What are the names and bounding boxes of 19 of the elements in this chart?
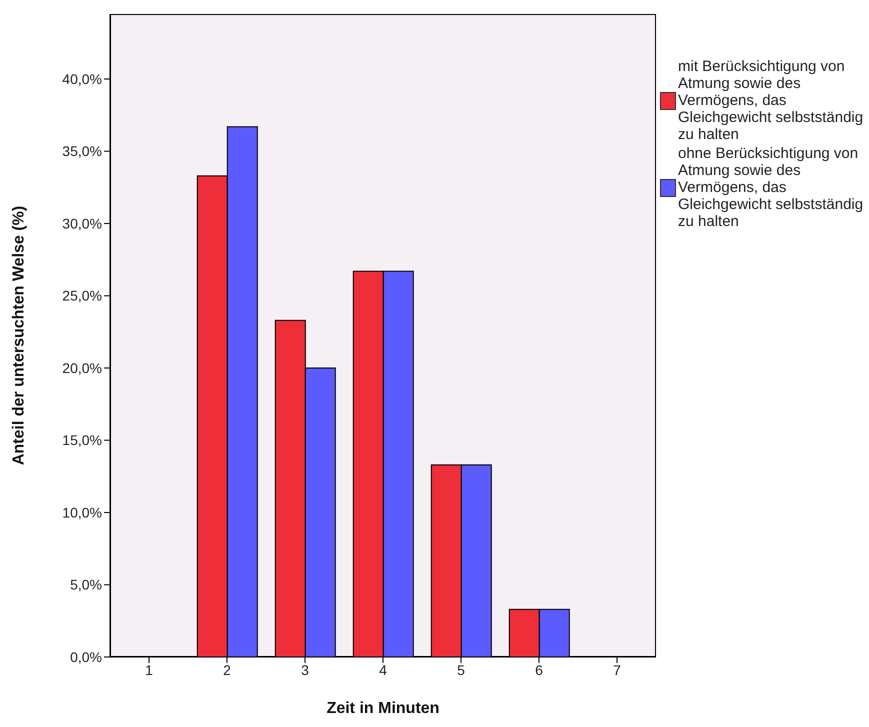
- y-axis-title: Anteil der untersuchten Welse (%): [10, 206, 28, 466]
- y-tick-label: 25,0%: [62, 288, 102, 304]
- x-tick-label: 7: [613, 662, 622, 678]
- x-tick-label: 3: [301, 662, 310, 678]
- x-tick-label: 6: [535, 662, 544, 678]
- x-axis-title: Zeit in Minuten: [326, 700, 440, 717]
- y-tick-label: 40,0%: [62, 70, 102, 87]
- y-tick-label: 10,0%: [62, 504, 102, 520]
- y-tick-label: 30,0%: [62, 215, 102, 232]
- y-tick-label: 5,0%: [70, 576, 102, 593]
- y-tick-label: 15,0%: [62, 432, 102, 448]
- x-tick-label: 4: [379, 662, 388, 678]
- legend-label: ohne Berücksichtigung von Atmung sowie des Vermögens, das Gleichgewicht selbstständig zu halten: [678, 145, 864, 230]
- y-tick-label: 20,0%: [62, 360, 102, 376]
- y-tick-label: 0,0%: [70, 648, 102, 665]
- y-tick-label: 35,0%: [62, 143, 102, 160]
- x-tick-label: 1: [145, 662, 154, 678]
- x-tick-label: 5: [457, 662, 466, 678]
- x-tick-label: 2: [223, 662, 232, 678]
